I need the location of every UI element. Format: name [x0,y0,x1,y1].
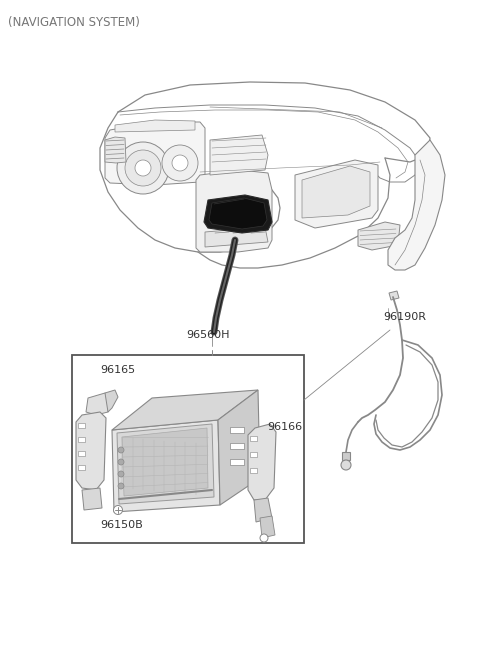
Circle shape [162,145,198,181]
Circle shape [260,534,268,542]
Bar [78,465,85,470]
Bar [250,452,257,457]
Polygon shape [196,170,272,252]
Polygon shape [389,291,399,300]
Circle shape [341,460,351,470]
Polygon shape [248,424,276,500]
Bar [78,451,85,456]
Circle shape [118,447,124,453]
Text: 96190R: 96190R [383,312,426,322]
Polygon shape [342,452,350,460]
Bar [72,355,304,543]
Bar [230,459,244,465]
Polygon shape [112,420,220,512]
Polygon shape [117,424,214,504]
Circle shape [135,160,151,176]
Circle shape [118,459,124,465]
Circle shape [118,483,124,489]
Circle shape [118,471,124,477]
Polygon shape [122,428,208,496]
Bar [230,427,244,433]
Polygon shape [115,120,195,132]
Polygon shape [210,135,268,175]
Polygon shape [204,195,272,233]
Polygon shape [105,390,118,412]
Polygon shape [395,232,422,256]
Polygon shape [260,516,275,538]
Polygon shape [76,412,106,490]
Bar [78,437,85,442]
Text: 96165: 96165 [100,365,135,375]
Polygon shape [209,198,267,229]
Circle shape [125,150,161,186]
Bar [250,436,257,441]
Text: (NAVIGATION SYSTEM): (NAVIGATION SYSTEM) [8,16,140,29]
Circle shape [113,506,122,514]
Text: 96150B: 96150B [100,520,143,530]
Polygon shape [82,488,102,510]
Polygon shape [295,160,378,228]
Polygon shape [112,390,258,430]
Polygon shape [358,222,400,250]
Bar [230,443,244,449]
Bar [250,468,257,473]
Text: 96560H: 96560H [186,330,230,340]
Polygon shape [388,140,445,270]
Circle shape [117,142,169,194]
Bar [78,423,85,428]
Polygon shape [254,498,272,522]
Polygon shape [302,166,370,218]
Circle shape [172,155,188,171]
Polygon shape [218,390,260,505]
Polygon shape [105,122,205,185]
Text: 96166: 96166 [267,422,302,432]
Polygon shape [86,393,110,415]
Polygon shape [105,137,126,163]
Polygon shape [205,227,268,247]
